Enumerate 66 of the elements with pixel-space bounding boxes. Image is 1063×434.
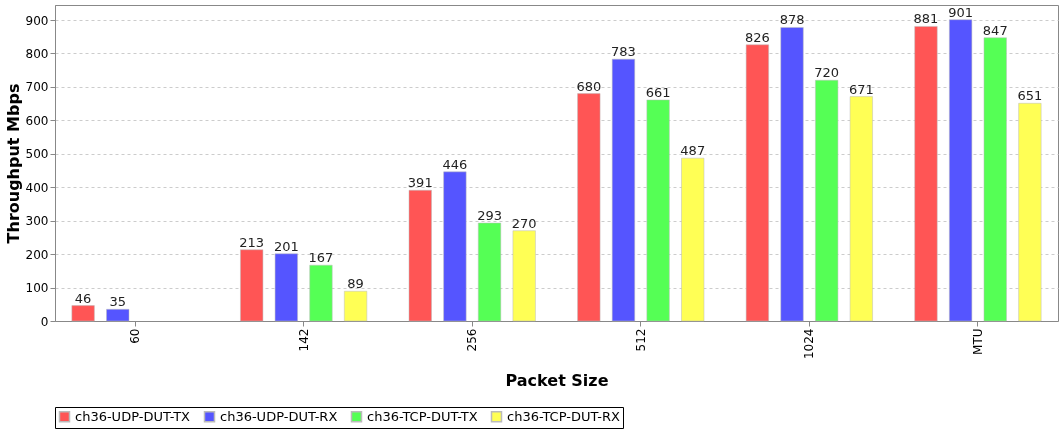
bar	[745, 44, 769, 322]
x-tick-label: 1024	[802, 328, 817, 360]
data-label: 270	[511, 215, 537, 231]
y-tick-label: 600	[25, 113, 49, 128]
legend-label: ch36-TCP-DUT-TX	[367, 408, 478, 424]
x-tick-label: 256	[465, 328, 480, 352]
x-tick-label: 60	[128, 328, 143, 344]
data-label: 201	[273, 238, 299, 254]
bar	[780, 27, 804, 322]
y-tick-label: 800	[25, 46, 49, 61]
bar	[983, 37, 1007, 322]
legend-label: ch36-UDP-DUT-TX	[75, 408, 191, 424]
bar	[71, 305, 95, 322]
y-tick-label: 300	[25, 214, 49, 229]
data-label: 46	[74, 290, 92, 306]
data-label: 35	[109, 294, 127, 310]
data-label: 487	[680, 143, 706, 159]
y-tick-label: 500	[25, 147, 49, 162]
y-tick-label: 900	[25, 13, 49, 28]
data-label: 881	[913, 11, 939, 27]
x-axis-title: Packet Size	[505, 371, 609, 391]
bar	[914, 26, 938, 322]
y-axis-title: Throughput Mbps	[3, 83, 23, 244]
bar	[949, 19, 973, 322]
data-label: 783	[611, 44, 636, 60]
data-label: 901	[948, 4, 974, 20]
data-label: 446	[442, 156, 468, 172]
bar	[478, 222, 502, 322]
bar	[577, 93, 601, 322]
bar	[849, 96, 873, 322]
bar	[240, 249, 264, 322]
data-label: 878	[779, 12, 805, 28]
legend-label: ch36-TCP-DUT-RX	[507, 408, 620, 424]
bar	[611, 58, 635, 322]
data-label: 167	[308, 250, 334, 266]
data-label: 847	[982, 22, 1008, 38]
bar	[512, 230, 536, 322]
y-tick-label: 200	[25, 247, 49, 262]
data-label: 651	[1017, 88, 1043, 104]
legend-label: ch36-UDP-DUT-RX	[220, 408, 338, 424]
bar	[106, 309, 130, 322]
bar	[681, 157, 705, 322]
x-tick-label: 512	[633, 328, 648, 352]
bar	[1018, 103, 1042, 322]
data-label: 826	[744, 29, 770, 45]
y-tick-label: 0	[40, 314, 49, 329]
data-label: 720	[814, 65, 840, 81]
y-tick-label: 400	[25, 180, 49, 195]
y-tick-label: 700	[25, 80, 49, 95]
bar	[646, 99, 670, 322]
bar	[443, 171, 467, 322]
x-tick-label: 142	[296, 328, 311, 352]
x-tick-label: MTU	[970, 328, 985, 355]
data-label: 391	[407, 175, 433, 191]
bar	[344, 290, 368, 322]
data-label: 293	[477, 208, 502, 224]
bar	[815, 79, 839, 322]
bar	[309, 264, 333, 322]
bar	[408, 190, 432, 322]
data-label: 671	[848, 81, 874, 97]
y-tick-label: 100	[25, 281, 49, 296]
data-label: 89	[347, 276, 364, 292]
data-label: 213	[239, 234, 265, 250]
data-label: 680	[576, 78, 602, 94]
data-label: 661	[645, 84, 671, 100]
bar	[274, 253, 298, 322]
